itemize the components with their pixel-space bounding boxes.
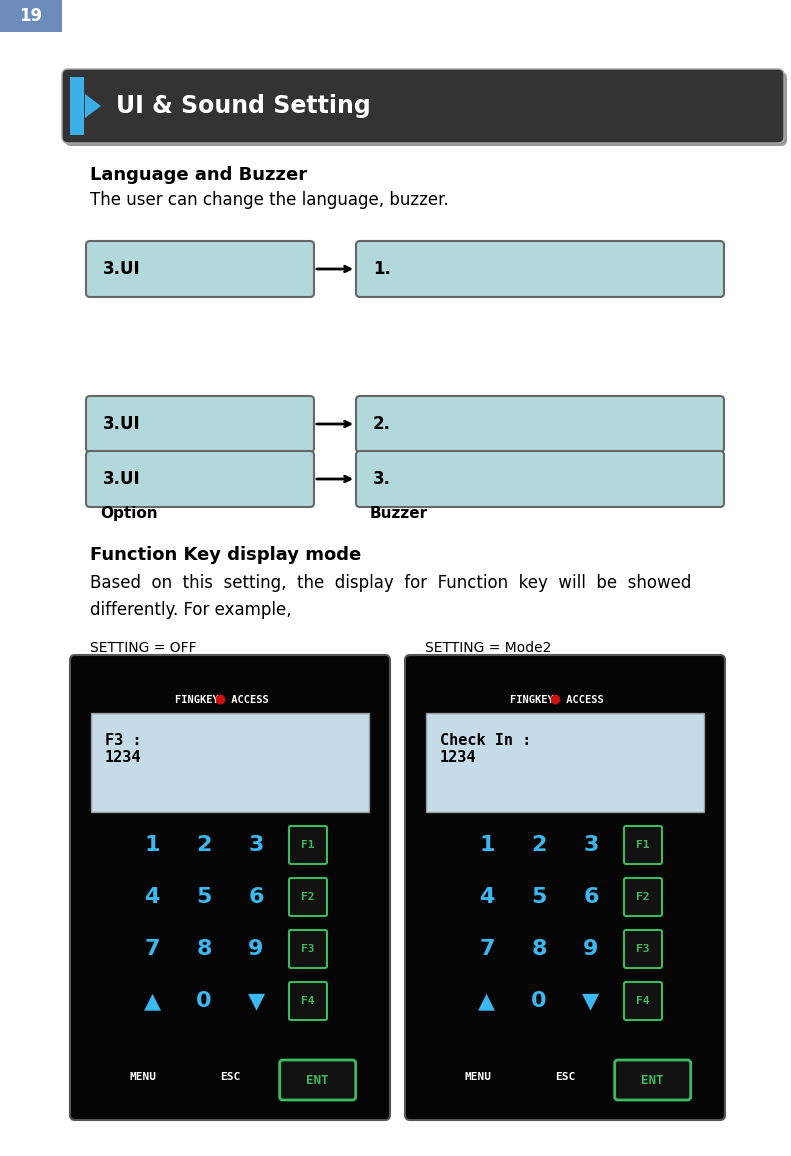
Text: ▲: ▲ — [479, 991, 496, 1012]
FancyBboxPatch shape — [624, 879, 662, 916]
Text: 3: 3 — [248, 835, 263, 855]
Bar — [70, 77, 84, 135]
Text: differently. For example,: differently. For example, — [90, 601, 292, 618]
Text: 6: 6 — [583, 887, 599, 907]
Text: 6: 6 — [248, 887, 263, 907]
FancyBboxPatch shape — [280, 1060, 356, 1101]
Text: F2: F2 — [301, 892, 315, 902]
Text: Voice: Voice — [370, 451, 411, 466]
FancyBboxPatch shape — [624, 981, 662, 1020]
Text: Based  on  this  setting,  the  display  for  Function  key  will  be  showed: Based on this setting, the display for F… — [90, 575, 691, 592]
Polygon shape — [85, 94, 101, 118]
FancyBboxPatch shape — [86, 397, 314, 452]
Text: FINGKEY  ACCESS: FINGKEY ACCESS — [175, 695, 269, 705]
FancyBboxPatch shape — [356, 451, 724, 507]
Text: ▼: ▼ — [582, 991, 600, 1012]
FancyBboxPatch shape — [289, 929, 327, 968]
FancyBboxPatch shape — [65, 72, 787, 146]
Text: 5: 5 — [532, 887, 547, 907]
Text: F4: F4 — [301, 996, 315, 1006]
Text: ENT: ENT — [306, 1074, 329, 1087]
FancyBboxPatch shape — [289, 827, 327, 864]
Text: 3.UI: 3.UI — [103, 470, 141, 488]
Text: ENT: ENT — [642, 1074, 664, 1087]
Text: 2: 2 — [532, 835, 547, 855]
Text: ESC: ESC — [554, 1072, 575, 1082]
Text: Function Key display mode: Function Key display mode — [90, 546, 361, 564]
Text: 8: 8 — [532, 939, 547, 959]
Text: UI & Sound Setting: UI & Sound Setting — [116, 94, 371, 118]
FancyBboxPatch shape — [356, 240, 724, 297]
Text: SETTING = Mode2: SETTING = Mode2 — [425, 640, 551, 655]
Text: 2: 2 — [196, 835, 212, 855]
Text: F3: F3 — [301, 944, 315, 954]
Text: 2.: 2. — [373, 415, 391, 434]
Text: 3.UI: 3.UI — [103, 415, 141, 434]
Text: 4: 4 — [144, 887, 160, 907]
Text: 7: 7 — [144, 939, 160, 959]
Text: 1: 1 — [144, 835, 160, 855]
Text: SETTING = OFF: SETTING = OFF — [90, 640, 197, 655]
Text: 7: 7 — [479, 939, 494, 959]
FancyBboxPatch shape — [405, 655, 725, 1120]
Text: Option: Option — [100, 451, 151, 466]
Text: 0: 0 — [196, 991, 212, 1012]
Text: F3 :
1234: F3 : 1234 — [105, 733, 142, 765]
Text: F2: F2 — [636, 892, 649, 902]
FancyBboxPatch shape — [624, 827, 662, 864]
FancyBboxPatch shape — [426, 713, 704, 812]
Bar — [0, 0, 62, 32]
Text: 5: 5 — [196, 887, 212, 907]
Text: MENU: MENU — [130, 1072, 157, 1082]
Text: Language and Buzzer: Language and Buzzer — [90, 166, 307, 184]
Text: 3: 3 — [583, 835, 599, 855]
Text: 3.UI: 3.UI — [103, 260, 141, 277]
Text: F3: F3 — [636, 944, 649, 954]
FancyBboxPatch shape — [86, 240, 314, 297]
FancyBboxPatch shape — [356, 397, 724, 452]
Text: 1.: 1. — [373, 260, 391, 277]
FancyBboxPatch shape — [624, 929, 662, 968]
Text: Check In :
1234: Check In : 1234 — [440, 733, 532, 765]
FancyBboxPatch shape — [289, 981, 327, 1020]
Text: The user can change the language, buzzer.: The user can change the language, buzzer… — [90, 191, 448, 209]
Text: 8: 8 — [196, 939, 212, 959]
Text: ▲: ▲ — [143, 991, 161, 1012]
Text: 9: 9 — [248, 939, 263, 959]
FancyBboxPatch shape — [62, 69, 784, 143]
Text: ▼: ▼ — [248, 991, 264, 1012]
Text: F1: F1 — [636, 840, 649, 850]
Text: 3.: 3. — [373, 470, 391, 488]
Text: F1: F1 — [301, 840, 315, 850]
FancyBboxPatch shape — [91, 713, 369, 812]
Text: FINGKEY  ACCESS: FINGKEY ACCESS — [510, 695, 604, 705]
FancyBboxPatch shape — [615, 1060, 691, 1101]
Text: 0: 0 — [532, 991, 547, 1012]
Text: F4: F4 — [636, 996, 649, 1006]
Text: 9: 9 — [583, 939, 599, 959]
Text: MENU: MENU — [464, 1072, 492, 1082]
Text: Option: Option — [100, 506, 157, 521]
Text: Buzzer: Buzzer — [370, 506, 428, 521]
Text: 4: 4 — [479, 887, 494, 907]
Text: 1: 1 — [479, 835, 494, 855]
Text: 19: 19 — [20, 7, 43, 25]
FancyBboxPatch shape — [289, 879, 327, 916]
FancyBboxPatch shape — [86, 451, 314, 507]
Text: ESC: ESC — [220, 1072, 240, 1082]
FancyBboxPatch shape — [70, 655, 390, 1120]
